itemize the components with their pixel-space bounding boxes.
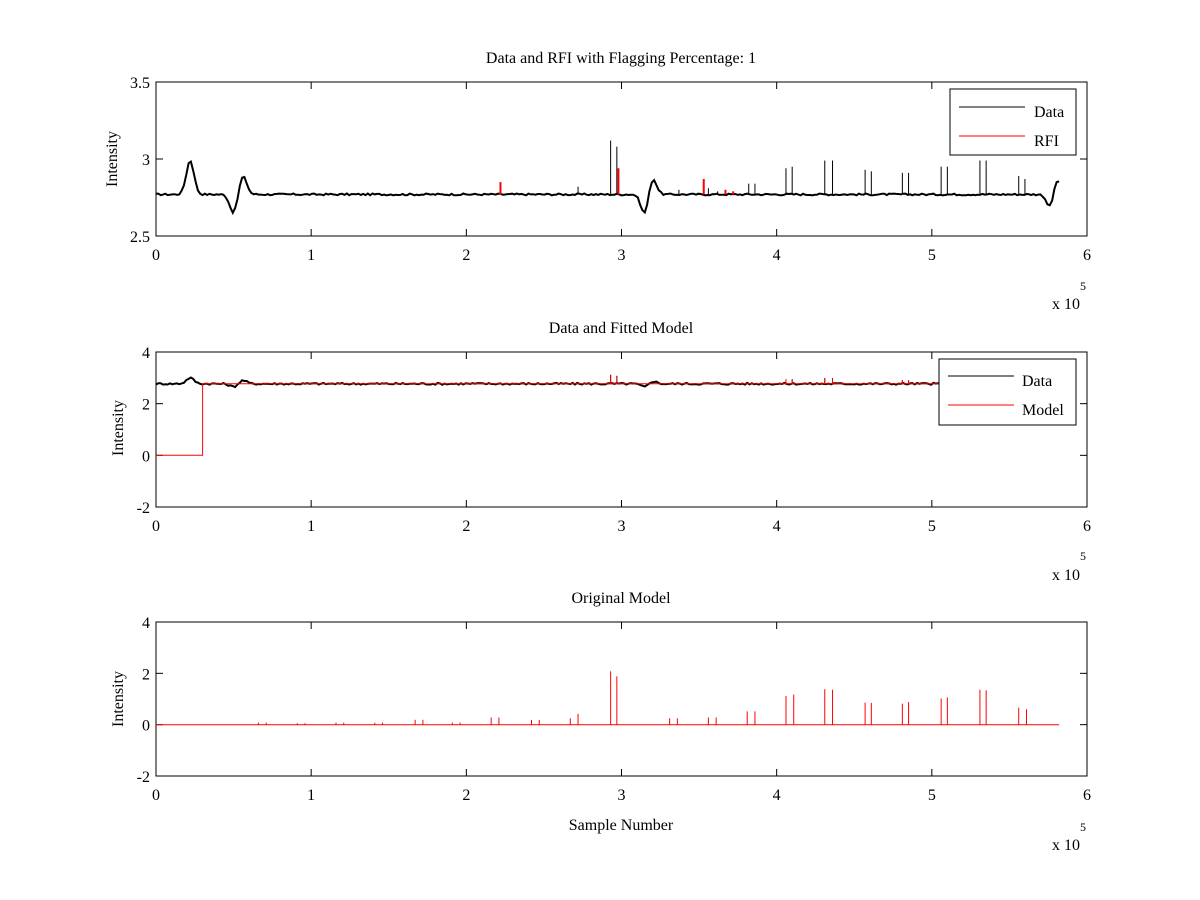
legend-label-rfi: RFI: [1034, 133, 1059, 150]
x-tick-label: 1: [307, 518, 315, 535]
y-tick-label: 2: [142, 397, 150, 414]
panel-rfi: Data and RFI with Flagging Percentage: 1…: [104, 50, 1091, 313]
x-tick-label: 0: [152, 518, 160, 535]
y-axis-label: Intensity: [110, 400, 127, 456]
x-tick-label: 1: [307, 787, 315, 804]
x-tick-label: 2: [462, 787, 470, 804]
legend: Data Model: [938, 358, 1077, 426]
panel-original-model: Original Model Intensity Sample Number x…: [110, 590, 1091, 854]
chart-title: Data and RFI with Flagging Percentage: 1: [486, 50, 756, 67]
legend-label-data: Data: [1022, 373, 1052, 390]
x-tick-label: 4: [773, 787, 781, 804]
x-tick-label: 3: [618, 787, 626, 804]
x-multiplier-exponent: 5: [1080, 549, 1086, 563]
chart-title: Data and Fitted Model: [549, 320, 694, 337]
chart-title: Original Model: [571, 590, 671, 607]
x-tick-label: 3: [618, 247, 626, 264]
panel-fitted-model: Data and Fitted Model Intensity x 10 5 0…: [110, 320, 1091, 584]
plot-area: 0 1 2 3 4 5 6 2.5 3 3.5: [130, 75, 1091, 264]
y-tick-label: -2: [137, 500, 150, 517]
x-tick-label: 5: [928, 787, 936, 804]
x-tick-label: 1: [307, 247, 315, 264]
y-tick-label: 3: [142, 152, 150, 169]
y-tick-label: 2.5: [130, 229, 150, 246]
x-tick-label: 4: [773, 518, 781, 535]
y-tick-label: 0: [142, 718, 150, 735]
x-tick-label: 5: [928, 518, 936, 535]
legend-box: [938, 358, 1077, 426]
x-multiplier: x 10: [1052, 567, 1080, 584]
x-tick-label: 3: [618, 518, 626, 535]
series-model-line: [156, 383, 1060, 456]
y-tick-label: -2: [137, 769, 150, 786]
y-tick-label: 4: [142, 345, 150, 362]
legend-label-model: Model: [1022, 402, 1064, 419]
legend-label-data: Data: [1034, 104, 1064, 121]
x-multiplier: x 10: [1052, 296, 1080, 313]
x-multiplier-exponent: 5: [1080, 279, 1086, 293]
x-axis-label: Sample Number: [569, 817, 674, 834]
y-tick-label: 3.5: [130, 75, 150, 92]
x-tick-label: 2: [462, 518, 470, 535]
series-data-line: [155, 159, 1060, 216]
x-tick-label: 6: [1083, 518, 1091, 535]
y-tick-label: 4: [142, 615, 150, 632]
legend: Data RFI: [949, 88, 1077, 156]
y-axis-label: Intensity: [104, 131, 121, 187]
x-tick-label: 6: [1083, 247, 1091, 264]
y-axis-label: Intensity: [110, 671, 127, 727]
x-tick-label: 5: [928, 247, 936, 264]
legend-box: [949, 88, 1077, 156]
x-multiplier-exponent: 5: [1080, 820, 1086, 834]
x-tick-label: 0: [152, 247, 160, 264]
y-tick-label: 2: [142, 666, 150, 683]
x-tick-label: 4: [773, 247, 781, 264]
x-tick-label: 0: [152, 787, 160, 804]
x-tick-label: 6: [1083, 787, 1091, 804]
y-tick-label: 0: [142, 448, 150, 465]
x-multiplier: x 10: [1052, 837, 1080, 854]
x-tick-label: 2: [462, 247, 470, 264]
